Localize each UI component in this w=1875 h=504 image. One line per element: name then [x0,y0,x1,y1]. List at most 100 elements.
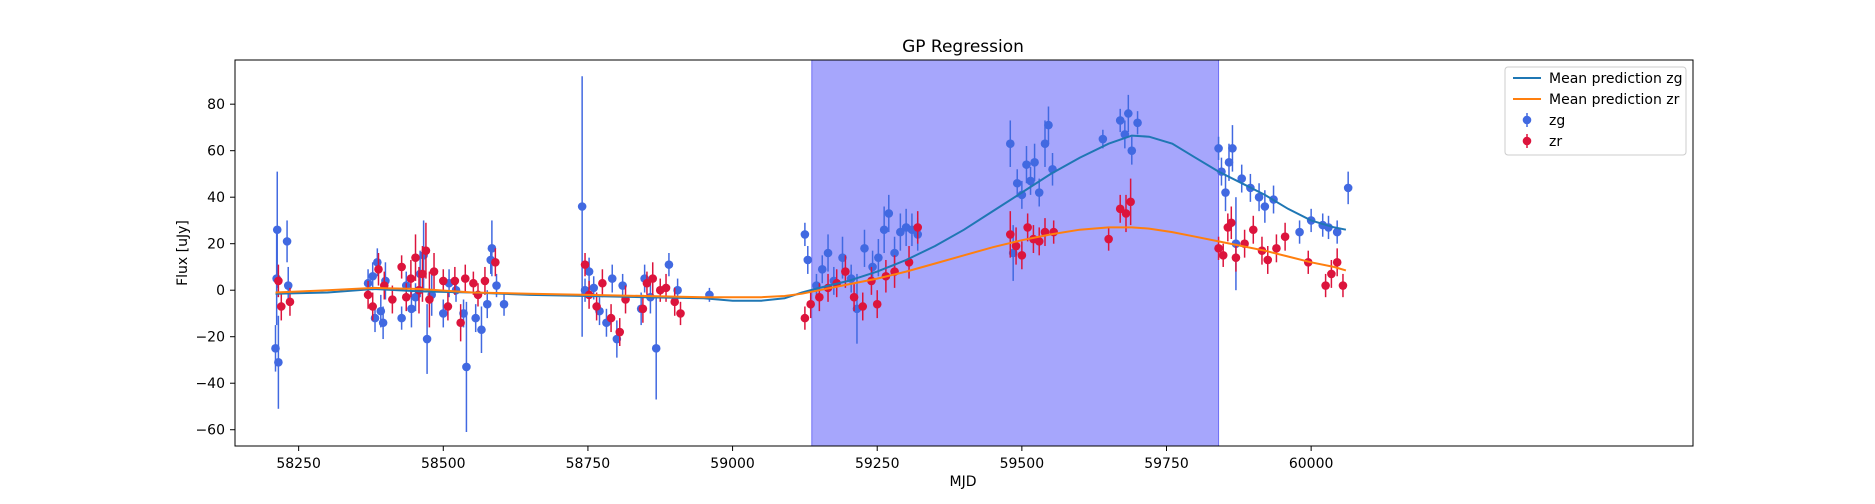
point-zr [615,327,625,337]
point-zr [1263,255,1273,265]
point-zg [499,299,509,309]
point-zg [1260,202,1270,211]
point-zr [460,274,470,283]
point-zr [438,276,448,286]
point-zr [450,276,460,286]
point-zr [1218,251,1228,260]
point-zg [438,309,448,318]
point-zg [879,225,889,235]
y-tick-label: −60 [195,423,225,439]
point-zg [1133,118,1142,128]
x-tick-label: 59750 [1144,456,1189,472]
point-zr [1338,281,1348,290]
point-zg [482,299,492,309]
point-zr [1248,225,1258,235]
point-zr [480,276,490,286]
point-zr [1023,223,1032,232]
point-zg [1295,227,1304,237]
point-zr [1011,241,1021,251]
y-tick-label: 60 [207,144,225,160]
point-zr [1017,251,1027,260]
point-zr [421,246,431,255]
point-zr [1126,197,1135,207]
point-zg [282,237,292,246]
legend-swatch-marker [1522,136,1532,146]
point-zr [841,267,850,276]
point-zg [584,267,594,276]
point-zg [422,334,432,344]
point-zr [606,313,616,323]
point-zg [272,225,282,235]
point-zg [492,281,501,290]
series-zr [274,178,1348,347]
x-tick-label: 58250 [276,456,321,472]
point-zg [471,313,480,323]
point-zr [642,278,652,288]
point-zg [368,271,378,281]
point-zr [1231,253,1241,262]
point-zr [401,292,411,302]
point-zg [487,244,497,253]
point-zg [1012,178,1022,188]
point-zg [1124,109,1133,118]
legend-label: Mean prediction zr [1549,92,1680,108]
point-zr [276,302,286,311]
point-zr [806,299,815,309]
x-tick-label: 59500 [1000,456,1045,472]
point-zr [1280,232,1290,242]
legend-swatch-marker [1522,115,1532,125]
point-zr [1115,204,1125,214]
legend-label: Mean prediction zg [1549,71,1683,87]
point-zg [577,202,587,211]
series-zg [271,76,1353,433]
point-zr [285,297,295,307]
point-zr [1104,234,1113,244]
point-zg [803,255,813,265]
point-zg [477,325,486,335]
point-zg [1228,144,1237,153]
point-zg [868,262,877,272]
point-zr [1034,237,1044,246]
point-zg [651,344,661,353]
point-zg [860,244,869,253]
y-tick-label: 80 [207,97,225,113]
point-zr [1227,218,1236,228]
point-zr [815,292,824,302]
point-zr [676,309,685,318]
point-zg [1127,146,1137,155]
point-zr [670,297,680,307]
x-tick-label: 60000 [1289,456,1334,472]
point-zg [800,230,810,239]
point-zg [274,357,283,367]
point-zr [872,299,882,309]
point-zg [1115,116,1125,125]
y-tick-label: 40 [207,190,225,206]
point-zg [1237,174,1247,183]
point-zg [1343,183,1353,193]
point-zr [1332,258,1342,267]
point-zg [664,260,674,269]
point-zr [1214,244,1223,253]
y-tick-label: −20 [195,330,225,346]
axes-frame [234,59,1694,447]
point-zg [884,209,894,218]
y-tick-label: 0 [216,283,225,299]
legend-label: zg [1549,113,1565,129]
point-zr [418,269,427,279]
legend-box [1504,66,1687,156]
point-zg [874,253,883,262]
point-zg [1098,134,1108,144]
point-zg [896,227,905,237]
point-zg [283,281,293,290]
point-zr [598,278,607,288]
point-zr [638,304,648,314]
point-zr [388,295,397,304]
y-axis-title: Flux [uJy] [175,220,191,286]
point-zr [1321,281,1330,290]
x-tick-label: 59000 [710,456,755,472]
point-zr [456,318,465,328]
point-zg [1044,120,1053,130]
point-zr [443,302,453,311]
